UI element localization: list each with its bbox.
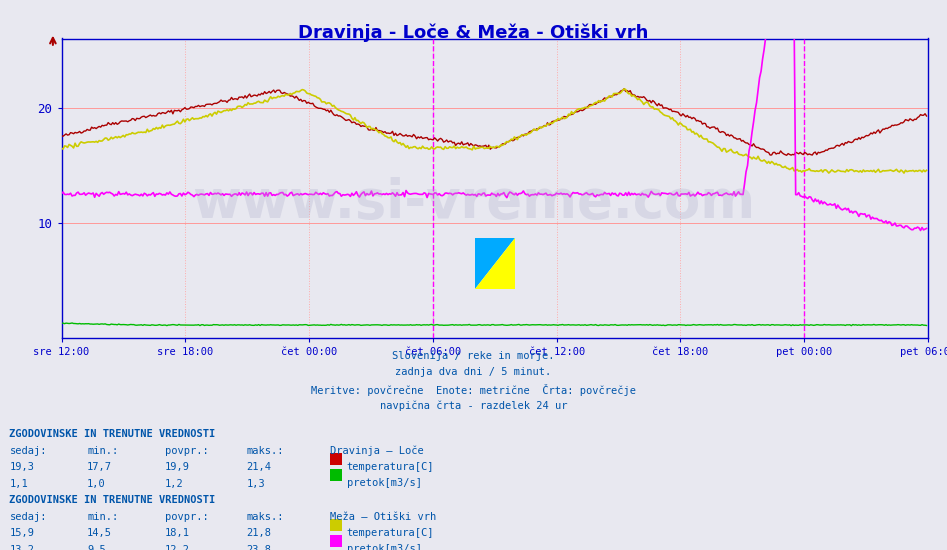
Text: 9,5: 9,5	[87, 544, 106, 550]
Text: pretok[m3/s]: pretok[m3/s]	[347, 544, 421, 550]
Text: navpična črta - razdelek 24 ur: navpična črta - razdelek 24 ur	[380, 400, 567, 411]
Text: 19,9: 19,9	[165, 462, 189, 472]
Text: ZGODOVINSKE IN TRENUTNE VREDNOSTI: ZGODOVINSKE IN TRENUTNE VREDNOSTI	[9, 429, 216, 439]
Text: Dravinja - Loče & Meža - Otiški vrh: Dravinja - Loče & Meža - Otiški vrh	[298, 23, 649, 42]
Text: 18,1: 18,1	[165, 528, 189, 538]
Text: www.si-vreme.com: www.si-vreme.com	[192, 178, 755, 229]
Text: Slovenija / reke in morje.: Slovenija / reke in morje.	[392, 351, 555, 361]
Text: sedaj:: sedaj:	[9, 512, 47, 521]
Text: sedaj:: sedaj:	[9, 446, 47, 455]
Text: 14,5: 14,5	[87, 528, 112, 538]
Text: 15,9: 15,9	[9, 528, 34, 538]
Text: 1,2: 1,2	[165, 478, 184, 488]
Text: 1,1: 1,1	[9, 478, 28, 488]
Text: Meža – Otiški vrh: Meža – Otiški vrh	[330, 512, 436, 521]
Text: 17,7: 17,7	[87, 462, 112, 472]
Text: zadnja dva dni / 5 minut.: zadnja dva dni / 5 minut.	[396, 367, 551, 377]
Text: 21,4: 21,4	[246, 462, 271, 472]
Text: maks.:: maks.:	[246, 512, 284, 521]
Text: 13,2: 13,2	[9, 544, 34, 550]
Text: Dravinja – Loče: Dravinja – Loče	[330, 446, 423, 456]
Text: min.:: min.:	[87, 446, 118, 455]
Text: 21,8: 21,8	[246, 528, 271, 538]
Text: ZGODOVINSKE IN TRENUTNE VREDNOSTI: ZGODOVINSKE IN TRENUTNE VREDNOSTI	[9, 495, 216, 505]
Text: min.:: min.:	[87, 512, 118, 521]
Text: 1,0: 1,0	[87, 478, 106, 488]
Text: temperatura[C]: temperatura[C]	[347, 462, 434, 472]
Text: 19,3: 19,3	[9, 462, 34, 472]
Text: temperatura[C]: temperatura[C]	[347, 528, 434, 538]
Text: 12,2: 12,2	[165, 544, 189, 550]
Polygon shape	[475, 238, 515, 289]
Text: povpr.:: povpr.:	[165, 446, 208, 455]
Text: povpr.:: povpr.:	[165, 512, 208, 521]
Text: pretok[m3/s]: pretok[m3/s]	[347, 478, 421, 488]
Polygon shape	[475, 238, 515, 289]
Text: Meritve: povčrečne  Enote: metrične  Črta: povčrečje: Meritve: povčrečne Enote: metrične Črta:…	[311, 384, 636, 396]
Text: 23,8: 23,8	[246, 544, 271, 550]
Text: 1,3: 1,3	[246, 478, 265, 488]
Text: maks.:: maks.:	[246, 446, 284, 455]
